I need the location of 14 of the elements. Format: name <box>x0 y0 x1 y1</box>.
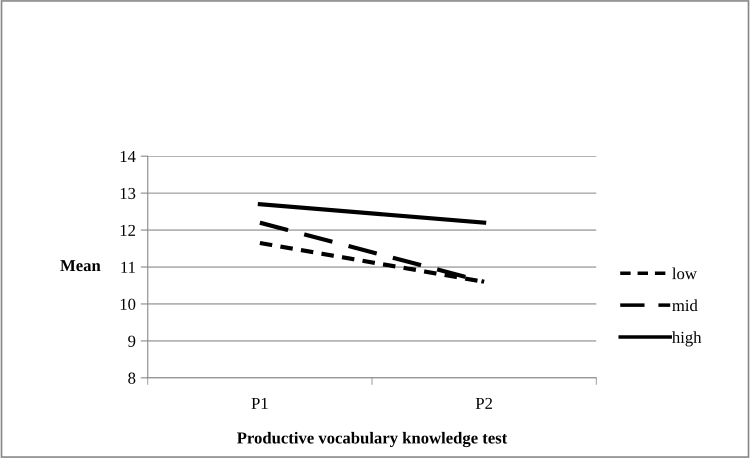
legend-label: high <box>672 331 702 346</box>
y-tick-label: 12 <box>120 224 136 236</box>
legend-label: mid <box>672 299 698 312</box>
legend-label: low <box>672 268 697 280</box>
y-tick-label: 11 <box>121 262 135 273</box>
y-tick-label: 13 <box>120 188 136 200</box>
x-axis-title: Productive vocabulary knowledge test <box>237 432 508 448</box>
y-tick-label: 8 <box>128 372 136 384</box>
y-axis-title: Mean <box>60 260 101 272</box>
y-tick-label: 14 <box>120 150 136 162</box>
y-tick-label: 10 <box>120 298 136 310</box>
x-tick-label: P2 <box>476 398 492 409</box>
x-tick-label: P1 <box>252 398 268 409</box>
y-tick-label: 9 <box>128 336 136 347</box>
